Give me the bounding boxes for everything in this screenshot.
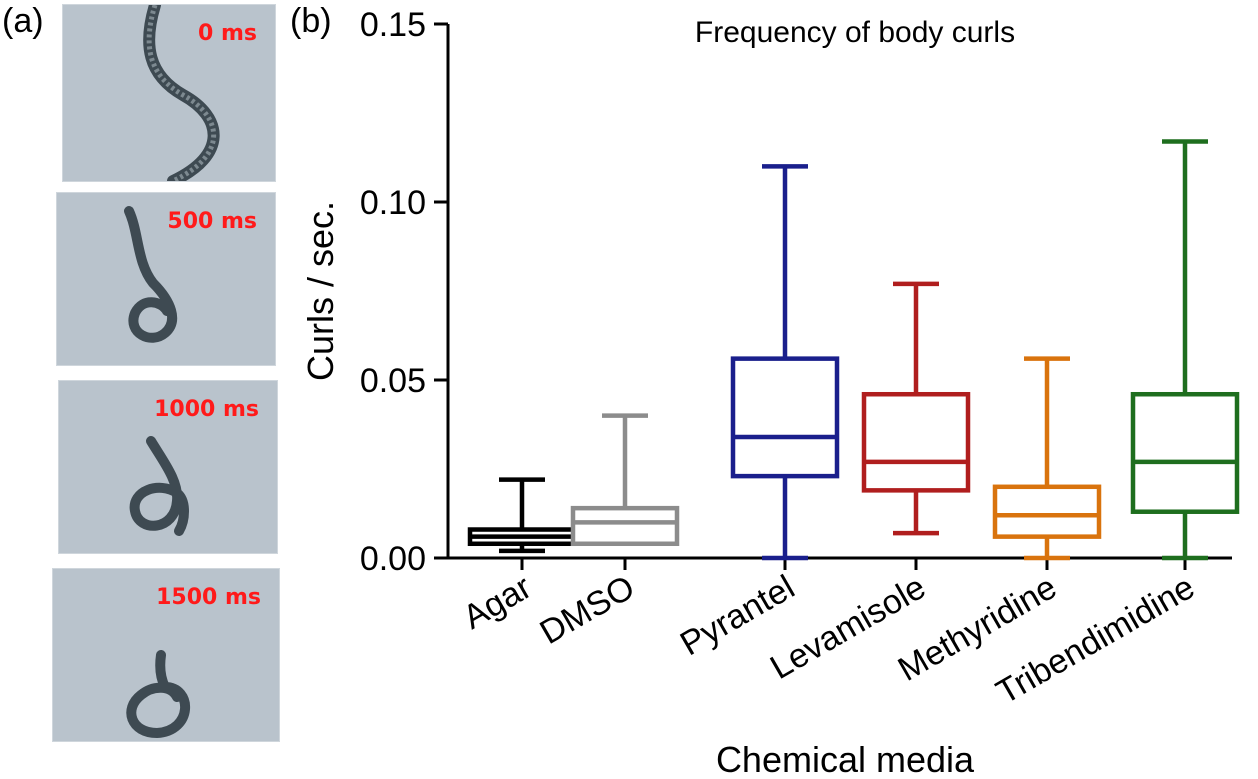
- box-methyridine: [992, 356, 1102, 561]
- worm-image-500: [124, 206, 178, 343]
- iqr-box: [730, 356, 840, 479]
- y-tick-label: 0.10: [360, 184, 426, 222]
- box-agar: [467, 477, 577, 554]
- frame-time-label: 0 ms: [198, 21, 257, 46]
- y-tick-label: 0.05: [360, 362, 426, 400]
- worm-frame-1000: 1000 ms: [58, 380, 278, 554]
- iqr-box: [992, 484, 1102, 539]
- panel-a-label: (a): [2, 2, 44, 40]
- box-tribendimidine: [1130, 139, 1240, 561]
- boxes: [467, 139, 1240, 561]
- y-axis-label: Curls / sec.: [300, 201, 341, 381]
- box-dmso: [570, 413, 680, 547]
- chart-title: Frequency of body curls: [695, 16, 1015, 49]
- worm-frame-0: 0 ms: [62, 4, 276, 182]
- box-levamisole: [861, 281, 971, 536]
- iqr-box: [1130, 391, 1240, 514]
- frame-time-label: 1500 ms: [156, 585, 261, 610]
- box-pyrantel: [730, 164, 840, 561]
- worm-image-1000: [129, 436, 189, 536]
- frame-time-label: 1000 ms: [154, 397, 259, 422]
- worm-frame-1500: 1500 ms: [52, 568, 280, 742]
- x-axis-label: Chemical media: [716, 739, 975, 779]
- worm-frame-500: 500 ms: [56, 192, 276, 366]
- frame-time-label: 500 ms: [167, 209, 257, 234]
- iqr-box: [861, 391, 971, 493]
- x-tick-label: DMSO: [534, 568, 641, 652]
- panel-b-label: (b): [290, 2, 332, 40]
- y-tick-label: 0.15: [360, 6, 426, 44]
- y-tick-label: 0.00: [360, 540, 426, 578]
- iqr-box: [570, 505, 680, 547]
- x-tick-label: Agar: [457, 568, 538, 637]
- worm-image-0: [143, 5, 220, 181]
- y-ticks: 0.00 0.05 0.10 0.15: [360, 6, 448, 578]
- worm-image-1500: [126, 650, 191, 739]
